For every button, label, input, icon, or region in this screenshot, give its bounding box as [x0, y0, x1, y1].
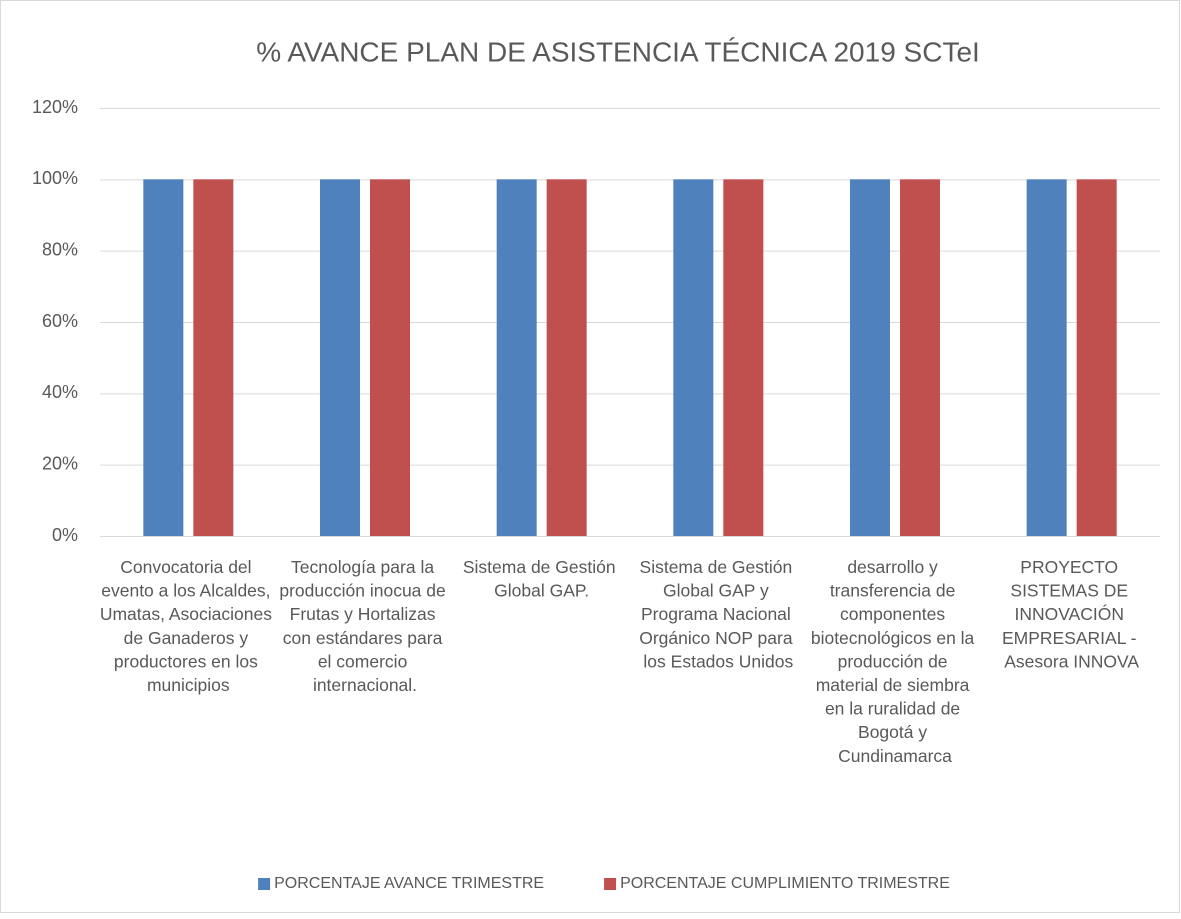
bar [1076, 179, 1117, 537]
legend-swatch [604, 878, 617, 890]
legend: PORCENTAJE AVANCE TRIMESTRE PORCENTAJE CU… [258, 875, 950, 892]
y-tick-label: 100% [32, 168, 78, 188]
bar [723, 179, 764, 537]
x-tick-label: Convocatoria del evento a los Alcaldes, … [100, 557, 277, 695]
x-tick-label: Tecnología para la producción inocua de … [279, 557, 450, 695]
x-tick-label: Sistema de Gestión Global GAP y Programa… [639, 557, 797, 671]
bar [193, 179, 234, 537]
bar [143, 179, 184, 537]
bar [496, 179, 537, 537]
bar [673, 179, 714, 537]
y-tick-label: 20% [42, 453, 78, 473]
x-tick-label: Sistema de Gestión Global GAP. [463, 557, 621, 601]
bar [1026, 179, 1067, 537]
y-tick-label: 120% [32, 97, 78, 117]
x-tick-label: PROYECTO SISTEMAS DE INNOVACIÓN EMPRESAR… [1002, 557, 1141, 671]
y-tick-label: 40% [42, 382, 78, 402]
bar [546, 179, 587, 537]
chart-title: % AVANCE PLAN DE ASISTENCIA TÉCNICA 2019… [256, 36, 980, 67]
bar [900, 179, 940, 537]
bar [850, 179, 890, 537]
legend-label: PORCENTAJE AVANCE TRIMESTRE [274, 875, 544, 892]
y-tick-label: 60% [42, 311, 78, 331]
y-tick-label: 0% [52, 525, 78, 545]
bar [370, 179, 410, 537]
legend-label: PORCENTAJE CUMPLIMIENTO TRIMESTRE [620, 875, 950, 892]
y-tick-label: 80% [42, 239, 78, 259]
x-tick-label: desarrollo y transferencia de componente… [811, 557, 979, 766]
bar [320, 179, 360, 537]
legend-swatch [258, 878, 271, 890]
